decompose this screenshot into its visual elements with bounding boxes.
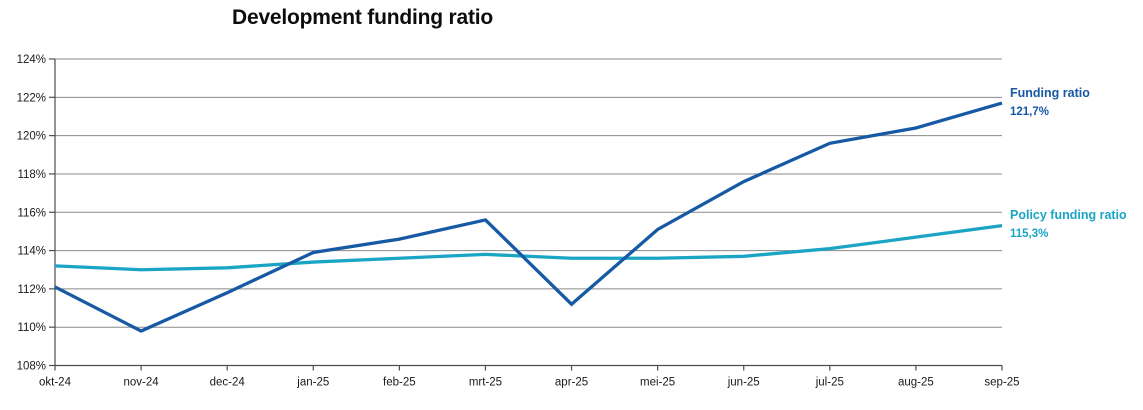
- series-label-policy-funding-ratio: Policy funding ratio 115,3%: [1010, 206, 1142, 243]
- y-tick-label: 114%: [17, 246, 46, 258]
- x-tick-label: feb-25: [383, 377, 416, 389]
- x-tick-label: aug-25: [898, 377, 934, 389]
- series-end-value-policy-funding-ratio: 115,3%: [1010, 228, 1049, 240]
- series-line-policy-funding-ratio: [54, 224, 1003, 272]
- y-tick-label: 108%: [17, 361, 46, 373]
- y-tick-label: 110%: [17, 322, 46, 334]
- series-name-policy-funding-ratio: Policy funding ratio: [1010, 208, 1127, 222]
- x-tick-label: jan-25: [296, 377, 329, 389]
- x-tick-label: okt-24: [39, 377, 72, 389]
- x-tick-label: sep-25: [984, 377, 1019, 389]
- y-tick-label: 124%: [17, 54, 46, 66]
- series-label-funding-ratio: Funding ratio 121,7%: [1010, 84, 1142, 121]
- x-tick-label: mei-25: [640, 377, 675, 389]
- y-tick-label: 112%: [17, 284, 46, 296]
- series-end-value-funding-ratio: 121,7%: [1010, 106, 1050, 118]
- y-tick-label: 118%: [17, 169, 46, 181]
- x-tick-label: jun-25: [727, 377, 760, 389]
- chart-title: Development funding ratio: [232, 6, 494, 29]
- x-tick-label: jul-25: [815, 377, 844, 389]
- y-tick-label: 120%: [17, 131, 46, 143]
- x-tick-label: dec-24: [210, 377, 246, 389]
- y-tick-label: 116%: [17, 207, 46, 219]
- series-line-funding-ratio: [54, 101, 1003, 333]
- x-tick-label: apr-25: [555, 377, 588, 389]
- x-tick-label: mrt-25: [469, 377, 502, 389]
- series-name-funding-ratio: Funding ratio: [1010, 86, 1090, 100]
- x-tick-label: nov-24: [124, 377, 160, 389]
- y-tick-label: 122%: [17, 92, 46, 104]
